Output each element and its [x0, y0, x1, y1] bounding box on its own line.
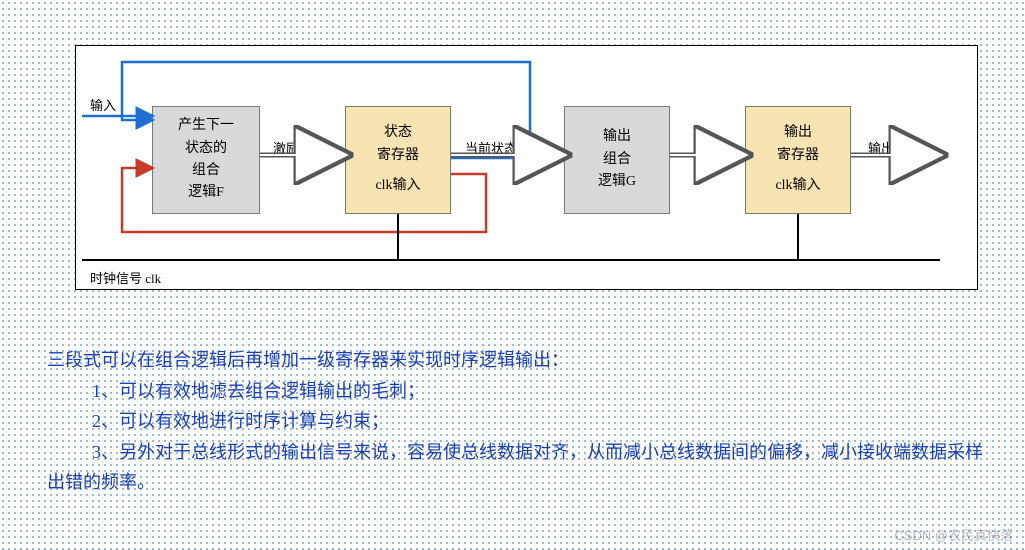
node-line: clk输入	[375, 175, 420, 197]
node-line: 逻辑F	[188, 182, 224, 204]
node-line: 组合	[603, 149, 631, 171]
node-state-register: 状态 寄存器 clk输入	[345, 106, 451, 214]
description-item: 1、可以有效地滤去组合逻辑输出的毛刺；	[47, 376, 987, 407]
node-line: 状态的	[185, 138, 227, 160]
label-current-state: 当前状态	[465, 138, 517, 157]
label-input: 输入	[90, 95, 116, 114]
label-excite: 激励信号	[273, 138, 325, 157]
node-line: 寄存器	[777, 145, 819, 167]
description-item: 3、另外对于总线形式的输出信号来说，容易使总线数据对齐，从而减小总线数据间的偏移…	[47, 437, 987, 498]
watermark: CSDN @农民真快落	[894, 525, 1013, 544]
node-line: 组合	[192, 160, 220, 182]
node-line: 寄存器	[377, 145, 419, 167]
node-line: 产生下一	[178, 115, 234, 137]
label-output: 输出	[868, 138, 894, 157]
node-logic-g: 输出 组合 逻辑G	[564, 106, 670, 214]
node-line: clk输入	[775, 175, 820, 197]
node-line: 输出	[603, 126, 631, 148]
label-clk: 时钟信号 clk	[90, 268, 161, 287]
description-title: 三段式可以在组合逻辑后再增加一级寄存器来实现时序逻辑输出：	[47, 345, 987, 376]
description-item: 2、可以有效地进行时序计算与约束；	[47, 406, 987, 437]
node-output-register: 输出 寄存器 clk输入	[745, 106, 851, 214]
description-block: 三段式可以在组合逻辑后再增加一级寄存器来实现时序逻辑输出： 1、可以有效地滤去组…	[47, 345, 987, 498]
node-line: 输出	[784, 122, 812, 144]
node-line: 状态	[384, 122, 412, 144]
node-logic-f: 产生下一 状态的 组合 逻辑F	[152, 106, 260, 214]
node-line: 逻辑G	[598, 171, 636, 193]
